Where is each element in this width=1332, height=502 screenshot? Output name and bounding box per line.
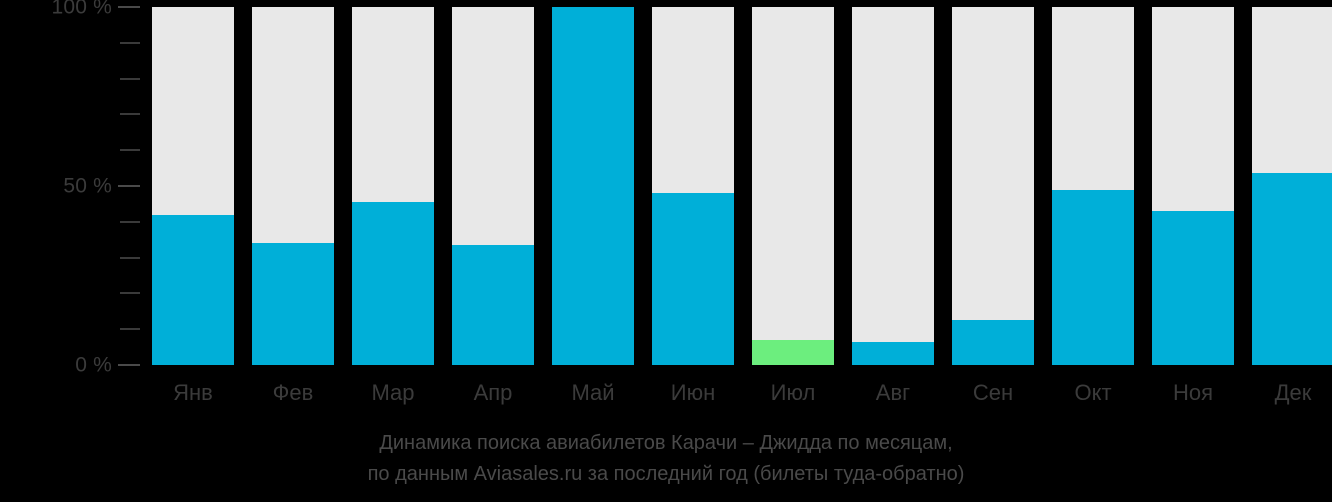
bar-track [952,7,1034,365]
x-axis-label: Авг [875,380,911,405]
bar-fill[interactable] [252,243,334,365]
y-axis-tick [120,220,140,223]
bar-column[interactable] [1052,0,1134,365]
bar-track [852,7,934,365]
bar-column[interactable] [1152,0,1234,365]
x-axis-label: Май [571,380,615,405]
y-axis-tick [120,113,140,116]
y-axis-tick [120,292,140,295]
bar-fill[interactable] [1152,211,1234,365]
x-axis-label: Апр [473,380,513,405]
bar-fill[interactable] [752,339,834,365]
bar-fill[interactable] [352,202,434,365]
caption-line-2: по данным Aviasales.ru за последний год … [367,463,965,485]
bar-column[interactable] [252,0,334,365]
bar-fill[interactable] [552,7,634,365]
x-axis-label: Фев [272,380,314,405]
bar-fill[interactable] [1052,189,1134,365]
bar-column[interactable] [852,0,934,365]
y-axis-tick [118,6,140,8]
caption-line-1: Динамика поиска авиабилетов Карачи – Джи… [379,432,953,454]
y-axis-label: 0 % [75,353,112,377]
bar-column[interactable] [652,0,734,365]
bar-fill[interactable] [952,320,1034,365]
x-axis-label: Ноя [1172,380,1214,405]
bar-column[interactable] [452,0,534,365]
y-axis-tick [120,41,140,44]
x-axis: Янв Фев Мар Апр Май Июн Июл Авг Сен Окт Ноя Дек [152,378,1332,416]
x-axis-label: Янв [173,380,213,405]
x-axis-label: Июл [770,380,816,405]
bar-track [752,7,834,365]
x-axis-label: Дек [1274,380,1312,405]
y-axis-tick [120,256,140,259]
y-axis: 100 % 50 % 0 % [0,0,152,380]
chart-caption: Динамика поиска авиабилетов Карачи – Джи… [0,428,1332,490]
bar-column[interactable] [1252,0,1332,365]
y-axis-label: 50 % [63,174,112,198]
bar-fill[interactable] [652,193,734,365]
y-axis-tick [120,149,140,152]
y-axis-tick [120,77,140,80]
y-axis-tick [120,328,140,331]
y-axis-label: 100 % [51,0,112,19]
bar-column[interactable] [152,0,234,365]
bar-column[interactable] [352,0,434,365]
bar-fill[interactable] [152,214,234,365]
x-axis-label: Сен [972,380,1014,405]
bar-fill[interactable] [452,245,534,365]
bar-fill[interactable] [1252,173,1332,365]
y-axis-tick [118,364,140,366]
bar-fill[interactable] [852,341,934,365]
y-axis-tick [118,185,140,187]
bar-column[interactable] [952,0,1034,365]
x-axis-label: Окт [1074,380,1112,405]
bar-column[interactable] [752,0,834,365]
bar-column[interactable] [552,0,634,365]
x-axis-label: Мар [371,380,415,405]
plot-area [152,0,1332,365]
x-axis-label: Июн [670,380,716,405]
